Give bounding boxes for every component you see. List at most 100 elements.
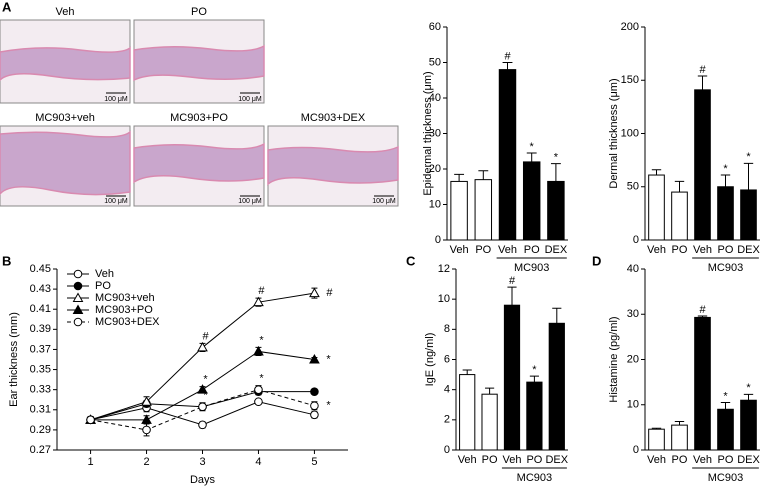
annotation: * [532, 364, 537, 376]
y-axis-label: Dermal thickness (μm) [608, 78, 620, 188]
point [254, 385, 263, 394]
error-bar [485, 387, 495, 395]
bar [548, 322, 565, 451]
image-label: PO [191, 6, 207, 18]
x-tick-label: Veh [647, 454, 666, 466]
y-tick-label: 20 [627, 353, 639, 365]
point [198, 402, 207, 412]
bar [671, 191, 688, 241]
x-tick-label: PO [672, 244, 688, 256]
x-tick-label: 2 [143, 456, 149, 468]
y-axis-label: Epidermal thickness (μm) [422, 71, 434, 195]
bar [648, 428, 665, 451]
annotation: * [326, 400, 331, 412]
x-tick-label: DEX [737, 244, 760, 256]
error-bar [478, 170, 489, 180]
y-tick-label: 0.33 [30, 384, 51, 396]
point [86, 415, 95, 425]
legend-label: MC903+PO [95, 304, 153, 316]
tissue [133, 142, 265, 184]
group-label: MC903 [514, 262, 549, 274]
bar [474, 179, 493, 241]
x-tick-label: Veh [498, 244, 517, 256]
bar [671, 424, 688, 451]
point [197, 384, 208, 394]
y-tick-label: 100 [621, 127, 639, 139]
annotation: * [259, 334, 264, 346]
y-tick-label: 40 [627, 263, 639, 275]
bar [547, 180, 565, 241]
legend-marker [73, 317, 83, 327]
y-tick-label: 2 [444, 414, 450, 426]
y-tick-label: 0.45 [30, 263, 51, 275]
error-bar [502, 62, 513, 70]
annotation: * [326, 353, 331, 365]
point [310, 410, 319, 420]
x-tick-label: Veh [503, 454, 522, 466]
scale-label: 100 μM [104, 96, 128, 103]
annotation: # [699, 304, 706, 316]
legend-label: PO [95, 280, 111, 292]
y-tick-label: 0 [633, 234, 639, 246]
legend-marker [72, 292, 84, 302]
annotation: * [746, 382, 751, 394]
bar [740, 399, 757, 451]
y-tick-label: 8 [444, 323, 450, 335]
error-bar [454, 173, 465, 182]
image-label: MC903+PO [170, 112, 228, 124]
y-tick-label: 4 [444, 384, 450, 396]
annotation: * [259, 373, 264, 385]
y-tick-label: 0.41 [30, 303, 51, 315]
point [309, 287, 320, 298]
error-bar [529, 375, 539, 383]
error-bar [674, 420, 685, 426]
x-tick-label: Veh [693, 244, 712, 256]
annotation: * [203, 374, 208, 386]
legend-label: MC903+DEX [95, 316, 160, 328]
y-tick-label: 0 [633, 444, 639, 456]
bar [498, 69, 517, 241]
point [310, 387, 319, 396]
error-bar [462, 369, 472, 375]
x-tick-label: DEX [737, 454, 760, 466]
tissue [267, 145, 399, 186]
group-label: MC903 [517, 472, 552, 484]
y-tick-label: 0.27 [30, 444, 51, 456]
y-tick-label: 50 [429, 56, 441, 68]
legend-label: MC903+veh [95, 292, 155, 304]
annotation: * [203, 390, 208, 402]
point [142, 425, 151, 435]
bar [450, 180, 468, 241]
error-bar [697, 75, 708, 90]
bar [522, 161, 541, 241]
image-label: Veh [56, 6, 75, 18]
annotation: * [554, 152, 559, 164]
panel-label: B [2, 253, 11, 268]
x-tick-label: PO [526, 454, 542, 466]
tissue [133, 44, 265, 82]
error-bar [743, 393, 754, 401]
scale-label: 100 μM [238, 96, 262, 103]
y-axis-label: IgE (ng/ml) [424, 333, 436, 387]
annotation: # [202, 330, 209, 342]
x-tick-label: 1 [88, 456, 94, 468]
annotation: * [530, 141, 535, 153]
annotation: * [723, 163, 728, 175]
bar [526, 381, 543, 451]
point [141, 414, 152, 424]
y-tick-label: 10 [429, 198, 441, 210]
point [309, 353, 320, 364]
annotation: # [509, 275, 516, 287]
group-label: MC903 [708, 472, 743, 484]
y-tick-label: 0.39 [30, 323, 51, 335]
y-axis-label: Histamine (pg/ml) [608, 316, 620, 402]
legend-marker [72, 304, 84, 314]
x-tick-label: DEX [545, 454, 568, 466]
histology-images: Veh 100 μM PO 100 μM MC903+veh 100 μM MC… [0, 6, 399, 207]
y-tick-label: 20 [429, 163, 441, 175]
x-tick-label: Veh [647, 244, 666, 256]
error-bar [526, 152, 537, 162]
y-tick-label: 40 [429, 92, 441, 104]
point [253, 296, 264, 307]
